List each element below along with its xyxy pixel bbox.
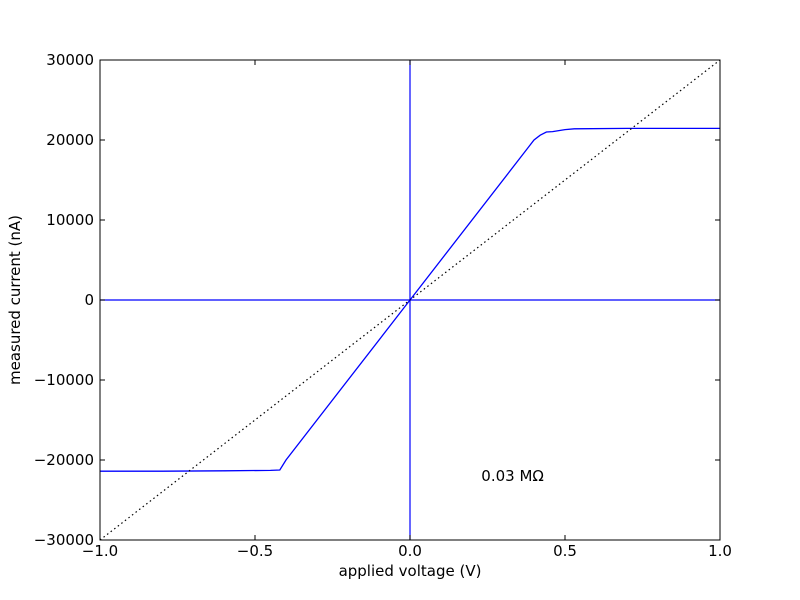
x-tick-label: 0.0	[398, 542, 422, 560]
annotation: 0.03 MΩ	[481, 467, 544, 485]
y-tick-label: 20000	[46, 131, 94, 149]
x-tick-label: 1.0	[708, 542, 732, 560]
y-tick-label: −30000	[34, 531, 94, 549]
y-tick-label: −10000	[34, 371, 94, 389]
x-tick-label: −0.5	[237, 542, 273, 560]
y-tick-label: 30000	[46, 51, 94, 69]
x-axis-label: applied voltage (V)	[339, 562, 482, 580]
y-tick-label: 10000	[46, 211, 94, 229]
x-tick-label: 0.5	[553, 542, 577, 560]
y-tick-label: 0	[84, 291, 94, 309]
y-axis-label: measured current (nA)	[6, 215, 24, 385]
x-tick-label: −1.0	[82, 542, 118, 560]
series-line	[100, 127, 720, 472]
series-line	[99, 59, 721, 541]
y-tick-label: −20000	[34, 451, 94, 469]
